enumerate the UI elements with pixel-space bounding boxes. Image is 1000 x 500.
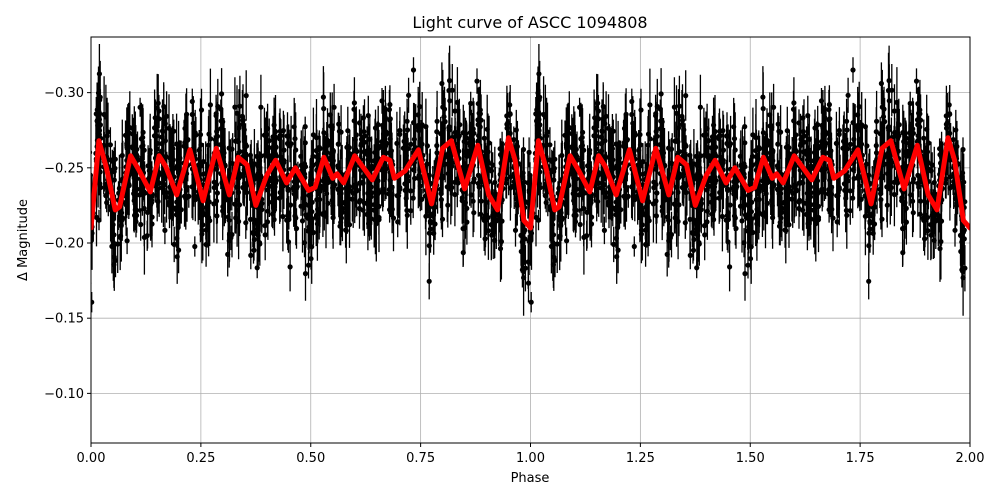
chart-title: Light curve of ASCC 1094808 (412, 13, 647, 32)
x-tick-label: 1.50 (736, 451, 765, 466)
y-tick-label: −0.30 (44, 86, 84, 101)
y-axis-ticks: −0.30 −0.25 −0.20 −0.15 −0.10 (44, 86, 91, 402)
x-tick-label: 1.25 (626, 451, 655, 466)
x-tick-label: 1.75 (846, 451, 875, 466)
y-tick-label: −0.20 (44, 237, 84, 252)
x-axis-ticks: 0.00 0.25 0.50 0.75 1.00 1.25 1.50 1.75 2.00 (77, 443, 985, 466)
y-tick-label: −0.10 (44, 387, 84, 402)
y-tick-label: −0.15 (44, 312, 84, 327)
y-tick-label: −0.25 (44, 161, 84, 176)
x-tick-label: 0.50 (296, 451, 325, 466)
x-tick-label: 0.25 (186, 451, 215, 466)
x-axis-label: Phase (511, 471, 550, 486)
y-axis-label: Δ Magnitude (16, 199, 31, 281)
x-tick-label: 1.00 (516, 451, 545, 466)
x-tick-label: 2.00 (956, 451, 985, 466)
x-tick-label: 0.00 (77, 451, 106, 466)
model-curve (91, 135, 970, 231)
x-tick-label: 0.75 (406, 451, 435, 466)
